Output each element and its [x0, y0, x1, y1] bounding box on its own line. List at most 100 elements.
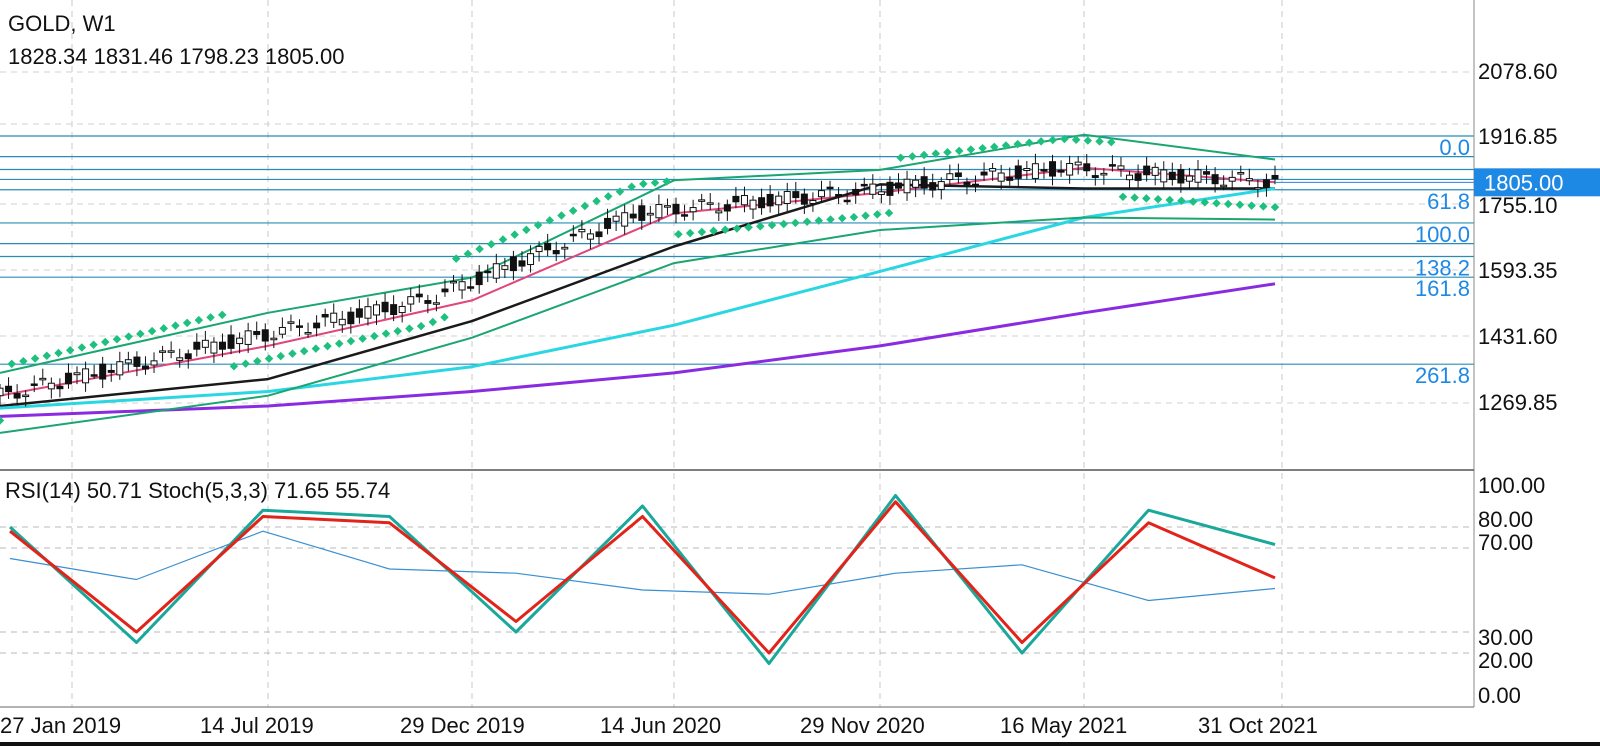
sar-dot-14 [159, 324, 169, 333]
candle-body-106 [903, 178, 911, 194]
grid-lines [0, 0, 1474, 707]
sar-dot-83 [966, 145, 976, 154]
candle-body-149 [1271, 174, 1279, 180]
candle-body-15 [124, 359, 132, 364]
candle-body-29 [244, 330, 252, 345]
candle-body-45 [381, 301, 389, 313]
candle-body-12 [99, 363, 107, 380]
sar-dot-74 [861, 211, 870, 220]
candle-body-9 [73, 372, 81, 376]
candle-body-2 [13, 393, 21, 399]
candle-body-105 [894, 182, 902, 189]
candle-body-121 [1031, 163, 1039, 179]
candle-body-67 [569, 233, 577, 237]
sar-dot-1 [7, 359, 16, 369]
ohlc-values: 1828.34 1831.46 1798.23 1805.00 [8, 44, 344, 69]
osc-tick-5: 0.00 [1478, 683, 1521, 708]
sar-dot-38 [440, 313, 449, 322]
oscillator-series [8, 494, 1276, 665]
sar-dot-36 [416, 321, 426, 331]
candle-body-52 [441, 288, 449, 293]
candle-body-88 [749, 199, 757, 210]
candle-body-10 [82, 368, 90, 384]
osc-tick-3: 30.00 [1478, 625, 1533, 650]
candle-body-117 [997, 172, 1005, 182]
candle-body-53 [450, 280, 458, 284]
candle-body-62 [527, 253, 535, 266]
candle-body-70 [595, 231, 603, 238]
candle-body-76 [646, 212, 654, 216]
sar-dot-53 [615, 187, 625, 196]
sar-dot-10 [112, 335, 122, 344]
candle-body-83 [706, 202, 714, 205]
candle-body-130 [1108, 164, 1116, 167]
indicator-legend: RSI(14) 50.71 Stoch(5,3,3) 71.65 55.74 [5, 478, 390, 503]
sar-dot-88 [1025, 138, 1034, 147]
candle-body-3 [22, 394, 30, 398]
candle-body-40 [338, 318, 346, 326]
candle-body-57 [484, 270, 492, 274]
sar-dot-22 [253, 356, 262, 366]
sar-dot-23 [264, 354, 274, 363]
date-label-5: 16 May 2021 [1000, 713, 1127, 738]
candle-body-97 [826, 186, 834, 190]
candle-body-51 [432, 302, 440, 305]
sar-dot-44 [510, 230, 519, 239]
candle-body-39 [330, 312, 338, 323]
candle-body-49 [415, 293, 423, 298]
sar-dot-89 [1036, 137, 1046, 146]
candle-body-123 [1049, 161, 1057, 177]
candle-body-42 [355, 308, 363, 318]
sar-dot-21 [241, 359, 250, 368]
candle-body-110 [937, 181, 945, 190]
candle-body-23 [193, 341, 201, 350]
price-tick-1: 1916.85 [1478, 124, 1558, 149]
candle-body-61 [518, 260, 526, 267]
candle-body-21 [176, 357, 184, 361]
sar-dot-25 [288, 349, 297, 358]
candle-body-120 [1023, 167, 1031, 171]
candle-body-25 [210, 341, 218, 354]
candle-body-72 [612, 215, 620, 222]
candle-body-101 [860, 183, 868, 187]
sar-dot-48 [557, 211, 566, 220]
candle-body-122 [1040, 169, 1048, 172]
candle-body-91 [775, 195, 783, 206]
sar-dot-42 [487, 240, 496, 249]
candle-body-114 [972, 183, 980, 187]
candle-body-33 [278, 326, 286, 335]
candle-body-73 [621, 212, 629, 227]
candle-body-0 [0, 387, 4, 397]
candle-body-132 [1126, 174, 1134, 181]
osc-tick-2: 70.00 [1478, 530, 1533, 555]
osc-stoch-d [9, 500, 1276, 655]
sar-dot-15 [171, 321, 180, 330]
sar-dot-52 [604, 192, 613, 201]
sar-dot-106 [1235, 200, 1245, 210]
sar-dot-32 [370, 331, 379, 341]
candle-body-28 [236, 337, 244, 345]
sar-dot-59 [685, 228, 695, 238]
sar-dot-77 [896, 153, 905, 163]
candle-body-112 [954, 172, 962, 178]
candle-body-102 [869, 183, 877, 195]
sar-dot-27 [311, 344, 321, 353]
candle-body-59 [501, 265, 509, 270]
candle-body-92 [783, 191, 791, 204]
candle-body-95 [809, 199, 817, 204]
sar-dot-24 [276, 351, 285, 361]
candle-body-118 [1006, 176, 1014, 181]
candle-body-69 [586, 233, 594, 240]
candle-body-6 [47, 382, 55, 390]
candle-body-146 [1245, 178, 1253, 182]
sar-dot-69 [802, 217, 812, 226]
sar-dot-28 [323, 341, 332, 351]
candle-body-126 [1074, 161, 1082, 166]
sar-dot-16 [182, 318, 192, 328]
candle-body-68 [578, 228, 586, 233]
candle-body-108 [920, 176, 928, 189]
sar-dot-18 [206, 313, 215, 322]
candle-body-19 [159, 350, 167, 353]
candle-body-103 [877, 191, 885, 196]
